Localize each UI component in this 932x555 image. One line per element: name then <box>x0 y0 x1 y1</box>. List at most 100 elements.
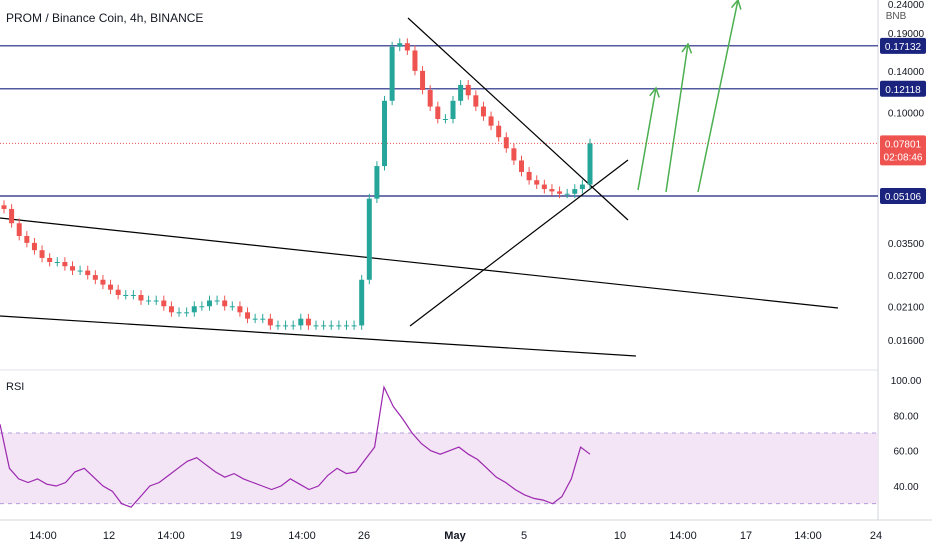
candle-body <box>267 318 273 326</box>
candle-body <box>488 116 494 126</box>
level-label: 0.17132 <box>885 42 922 53</box>
price-tick-label: 0.14000 <box>888 67 925 78</box>
candle-body <box>184 312 190 314</box>
level-label-bg <box>880 37 926 54</box>
candle-body <box>496 125 502 138</box>
candle-body <box>260 318 266 320</box>
candle-body <box>283 325 289 327</box>
candle-body <box>24 235 30 243</box>
candle-body <box>572 189 578 194</box>
symbol-title: PROM / Binance Coin, 4h, BINANCE <box>6 11 203 25</box>
candle-body <box>519 160 525 172</box>
candle-body <box>404 43 410 51</box>
last-price-label-bg <box>880 135 926 166</box>
rsi-tick-label: 80.00 <box>893 411 918 422</box>
time-tick-label: 5 <box>521 530 527 542</box>
candle-body <box>168 306 174 313</box>
candle-body <box>541 184 547 190</box>
time-tick-label: May <box>444 530 466 542</box>
trendline <box>409 159 629 327</box>
projection-arrowhead <box>649 86 660 98</box>
time-tick-label: 19 <box>230 530 242 542</box>
candle-body <box>359 279 365 326</box>
candle-body <box>146 300 152 302</box>
time-tick-label: 17 <box>740 530 752 542</box>
rsi-tick-label: 60.00 <box>893 447 918 458</box>
level-label: 0.05106 <box>885 192 922 203</box>
candle-body <box>290 325 296 327</box>
candle-body <box>503 137 509 149</box>
candle-body <box>92 275 98 280</box>
candle-body <box>374 166 380 199</box>
rsi-label: RSI <box>6 381 24 393</box>
candle-body <box>214 300 220 302</box>
candle-body <box>77 270 83 272</box>
candle-body <box>229 306 235 308</box>
rsi-tick-label: 40.00 <box>893 482 918 493</box>
candle-body <box>450 100 456 119</box>
projection-arrow <box>665 43 689 193</box>
candle-body <box>31 242 37 251</box>
candle-body <box>435 106 441 119</box>
candle-body <box>587 143 593 185</box>
countdown-label: 02:08:46 <box>884 152 923 163</box>
trendline <box>0 217 839 309</box>
trendline <box>0 315 637 357</box>
price-tick-label: 0.24000 <box>888 0 925 11</box>
candle-body <box>313 325 319 327</box>
candle-body <box>397 43 403 47</box>
last-price-label: 0.07801 <box>885 139 922 150</box>
candle-body <box>328 325 334 327</box>
rsi-line <box>0 385 591 508</box>
price-tick-label: 0.10000 <box>888 109 925 120</box>
candle-body <box>275 325 281 327</box>
candle-body <box>85 270 91 276</box>
candle-body <box>480 106 486 117</box>
currency-label: BNB <box>886 11 907 22</box>
candle-body <box>389 46 395 101</box>
candle-body <box>176 312 182 314</box>
time-tick-label: 14:00 <box>157 530 185 542</box>
candle-body <box>343 325 349 327</box>
candle-body <box>130 294 136 296</box>
candle-body <box>557 191 563 194</box>
price-tick-label: 0.19000 <box>888 29 925 40</box>
candle-body <box>473 95 479 107</box>
candle-body <box>153 300 159 302</box>
candle-body <box>427 90 433 107</box>
trendline <box>407 17 629 221</box>
candle-body <box>420 70 426 91</box>
candle-body <box>108 284 114 290</box>
candle-body <box>526 171 532 181</box>
candle-body <box>351 325 357 327</box>
candle-body <box>191 306 197 313</box>
candle-body <box>549 189 555 192</box>
candle-body <box>222 300 228 307</box>
candle-body <box>206 300 212 307</box>
candle-body <box>564 193 570 195</box>
time-tick-label: 10 <box>614 530 626 542</box>
candle-body <box>100 279 106 285</box>
candle-body <box>579 184 585 190</box>
projection-arrowhead <box>681 42 693 54</box>
time-tick-label: 14:00 <box>794 530 822 542</box>
candle-body <box>237 306 243 313</box>
price-tick-label: 0.02100 <box>888 302 925 313</box>
projection-arrow <box>697 0 739 193</box>
time-tick-label: 24 <box>870 530 882 542</box>
rsi-layer <box>0 385 591 508</box>
time-tick-label: 26 <box>358 530 370 542</box>
candle-body <box>245 312 251 319</box>
candle-body <box>511 148 517 161</box>
candle-body <box>465 84 471 96</box>
candle-body <box>412 50 418 71</box>
candle-body <box>39 250 45 258</box>
price-tick-label: 0.01600 <box>888 336 925 347</box>
candle-layer <box>1 38 593 330</box>
candle-body <box>199 306 205 308</box>
candle-body <box>47 257 53 263</box>
time-tick-label: 12 <box>103 530 115 542</box>
candle-body <box>298 318 304 326</box>
drawing-layer <box>0 0 878 357</box>
